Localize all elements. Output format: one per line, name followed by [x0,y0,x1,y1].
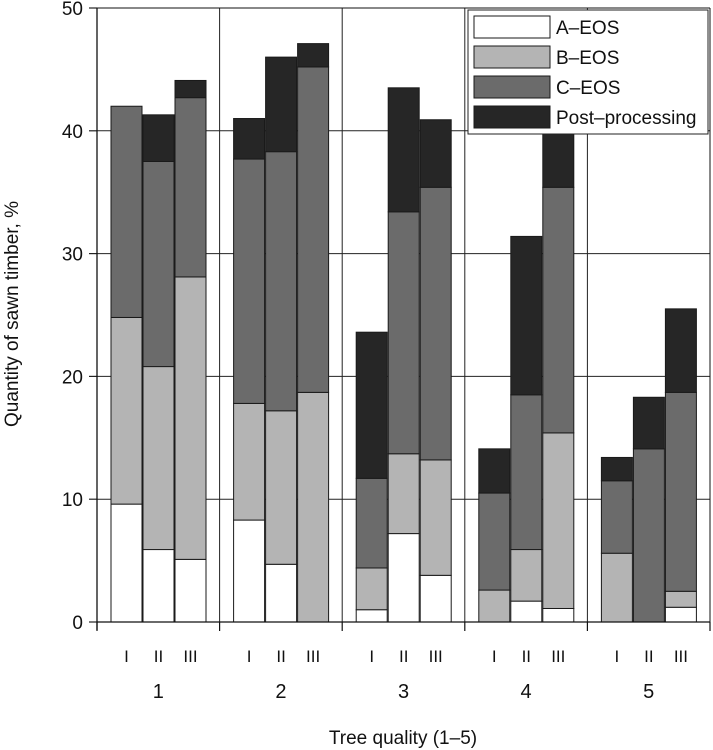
bar-segment-b-eos [174,276,207,560]
group-label: 3 [398,681,409,703]
subcategory-label: I [124,647,129,666]
bar-segment-c-eos [110,105,143,318]
bar-segment-c-eos [174,97,207,278]
legend-label: A–EOS [556,18,619,39]
y-tick-label: 0 [72,613,83,634]
subcategory-label: II [399,647,408,666]
bar-segment-a-eos [542,607,575,623]
bar-segment-post-processing [600,456,633,482]
bar-segment-post-processing [664,308,697,393]
legend-swatch [473,45,551,69]
subcategory-label: II [522,647,531,666]
group-label: 5 [643,681,654,703]
bar-segment-a-eos [664,606,697,623]
bar-segment-c-eos [142,161,175,368]
bar-segment-b-eos [265,410,298,565]
group-label: 4 [521,681,532,703]
bar-segment-a-eos [233,519,266,623]
y-tick-label: 20 [62,367,83,388]
bar-segment-b-eos [233,402,266,521]
subcategory-label: II [154,647,163,666]
bar-segment-c-eos [355,477,388,569]
bar-segment-a-eos [387,533,420,623]
bar-segment-c-eos [387,211,420,455]
subcategory-label: III [429,647,443,666]
subcategory-label: III [183,647,197,666]
bar-segment-c-eos [632,448,665,623]
bar-segment-b-eos [419,459,452,576]
bar-segment-c-eos [664,391,697,592]
legend-label: C–EOS [556,78,620,99]
bar-segment-post-processing [419,119,452,188]
y-tick-label: 50 [62,0,83,20]
bar-segment-c-eos [297,66,330,393]
bar-segment-b-eos [510,549,543,602]
bar-segment-c-eos [233,158,266,404]
subcategory-label: III [551,647,565,666]
subcategory-label: I [492,647,497,666]
bar-segment-post-processing [297,43,330,68]
y-axis-label: Quantity of sawn timber, % [2,201,23,427]
bar-segment-post-processing [510,235,543,396]
bar-segment-a-eos [110,503,143,623]
bar-segment-c-eos [542,186,575,434]
bar-segment-a-eos [265,563,298,623]
subcategory-label: I [615,647,620,666]
bar-segment-b-eos [600,552,633,623]
bar-segment-c-eos [600,480,633,554]
bar-segment-post-processing [387,87,420,213]
bar-segment-c-eos [510,394,543,551]
legend-swatch [473,15,551,39]
bar-segment-b-eos [542,432,575,609]
legend-label: B–EOS [556,48,619,69]
bar-segment-c-eos [419,186,452,461]
legend-swatch [473,75,551,99]
subcategory-label: III [674,647,688,666]
bar-segment-a-eos [142,549,175,623]
bar-segment-post-processing [233,118,266,160]
legend-label: Post–processing [556,108,696,129]
bar-segment-post-processing [478,448,511,494]
subcategory-label: I [247,647,252,666]
bar-segment-b-eos [110,316,143,505]
x-axis-label: Tree quality (1–5) [329,728,477,749]
group-label: 2 [275,681,286,703]
bar-segment-b-eos [387,453,420,535]
bar-segment-b-eos [355,567,388,611]
bar-segment-a-eos [355,609,388,623]
bar-segment-post-processing [174,79,207,99]
bar-segment-post-processing [355,331,388,479]
subcategory-label: I [369,647,374,666]
bar-segment-c-eos [265,151,298,412]
legend: A–EOS B–EOS C–EOS Post–processing [467,9,709,135]
bar-segment-a-eos [510,600,543,623]
subcategory-label: III [306,647,320,666]
bar-segment-post-processing [265,56,298,153]
y-tick-label: 40 [62,122,83,143]
subcategory-label: II [644,647,653,666]
bar-segment-post-processing [542,130,575,188]
bar-segment-b-eos [142,366,175,551]
bar-segment-b-eos [664,590,697,608]
y-tick-label: 30 [62,245,83,266]
bars [110,43,697,623]
bar-segment-post-processing [632,396,665,450]
bar-segment-a-eos [419,574,452,623]
group-label: 1 [153,681,164,703]
bar-segment-a-eos [174,558,207,623]
bar-segment-post-processing [142,114,175,162]
bar-segment-b-eos [297,391,330,623]
legend-swatch [473,105,551,129]
bar-segment-c-eos [478,492,511,591]
y-tick-label: 10 [62,490,83,511]
bar-segment-b-eos [478,589,511,623]
subcategory-label: II [276,647,285,666]
